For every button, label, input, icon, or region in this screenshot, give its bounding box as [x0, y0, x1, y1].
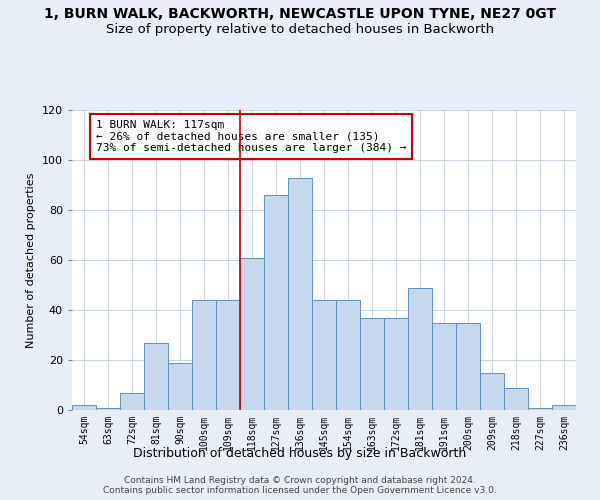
- Text: Size of property relative to detached houses in Backworth: Size of property relative to detached ho…: [106, 22, 494, 36]
- Bar: [384, 318, 408, 410]
- Bar: [312, 300, 336, 410]
- Text: Contains public sector information licensed under the Open Government Licence v3: Contains public sector information licen…: [103, 486, 497, 495]
- Bar: [120, 392, 144, 410]
- Bar: [528, 408, 552, 410]
- Bar: [504, 388, 528, 410]
- Bar: [456, 322, 480, 410]
- Bar: [552, 405, 576, 410]
- Bar: [216, 300, 240, 410]
- Bar: [72, 405, 96, 410]
- Bar: [144, 342, 168, 410]
- Bar: [240, 258, 264, 410]
- Bar: [192, 300, 216, 410]
- Text: Distribution of detached houses by size in Backworth: Distribution of detached houses by size …: [133, 448, 467, 460]
- Bar: [360, 318, 384, 410]
- Bar: [96, 408, 120, 410]
- Text: 1 BURN WALK: 117sqm
← 26% of detached houses are smaller (135)
73% of semi-detac: 1 BURN WALK: 117sqm ← 26% of detached ho…: [96, 120, 407, 153]
- Text: 1, BURN WALK, BACKWORTH, NEWCASTLE UPON TYNE, NE27 0GT: 1, BURN WALK, BACKWORTH, NEWCASTLE UPON …: [44, 8, 556, 22]
- Bar: [288, 178, 312, 410]
- Bar: [408, 288, 432, 410]
- Bar: [432, 322, 456, 410]
- Bar: [336, 300, 360, 410]
- Bar: [168, 362, 192, 410]
- Bar: [264, 195, 288, 410]
- Text: Contains HM Land Registry data © Crown copyright and database right 2024.: Contains HM Land Registry data © Crown c…: [124, 476, 476, 485]
- Y-axis label: Number of detached properties: Number of detached properties: [26, 172, 36, 348]
- Bar: [480, 372, 504, 410]
